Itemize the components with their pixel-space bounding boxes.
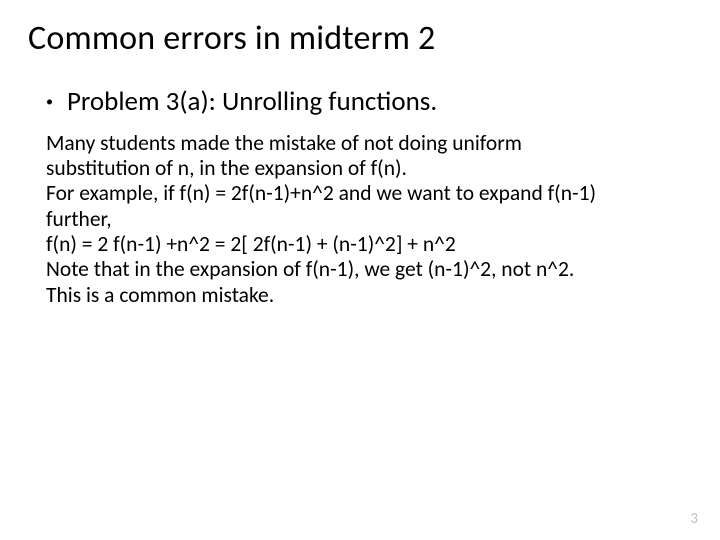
body-line: substitution of n, in the expansion of f… bbox=[46, 156, 692, 181]
bullet-item: • Problem 3(a): Unrolling functions. bbox=[46, 87, 692, 117]
body-paragraph: Many students made the mistake of not do… bbox=[46, 131, 692, 309]
body-line: For example, if f(n) = 2f(n-1)+n^2 and w… bbox=[46, 181, 692, 206]
body-line: Many students made the mistake of not do… bbox=[46, 131, 692, 156]
body-line: further, bbox=[46, 207, 692, 232]
bullet-marker-icon: • bbox=[46, 87, 53, 116]
body-line: Note that in the expansion of f(n-1), we… bbox=[46, 257, 692, 282]
bullet-text: Problem 3(a): Unrolling functions. bbox=[67, 87, 437, 117]
body-line: f(n) = 2 f(n-1) +n^2 = 2[ 2f(n-1) + (n-1… bbox=[46, 232, 692, 257]
body-line: This is a common mistake. bbox=[46, 283, 692, 308]
page-number: 3 bbox=[690, 510, 698, 528]
slide-title: Common errors in midterm 2 bbox=[28, 18, 692, 59]
